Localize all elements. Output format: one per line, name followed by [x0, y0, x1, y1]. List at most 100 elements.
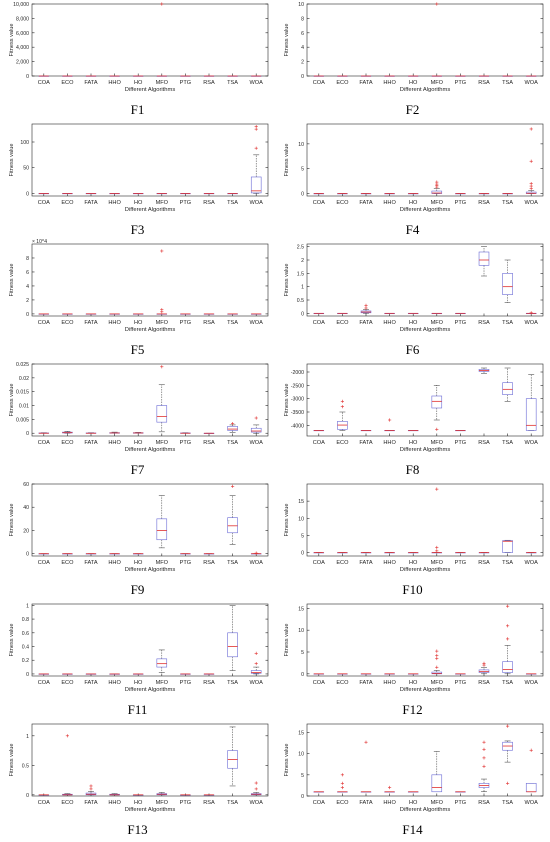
box-mfo	[431, 751, 443, 793]
x-tick-label: FATA	[359, 800, 372, 806]
outlier-marker	[506, 781, 510, 785]
box-mfo	[156, 495, 168, 549]
x-axis-label: Different Algorithms	[125, 807, 176, 813]
x-tick-label: HHO	[383, 80, 396, 86]
x-tick-label: HHO	[108, 440, 121, 446]
box-tsa	[502, 604, 513, 675]
x-tick-label: ECO	[61, 680, 74, 686]
x-tick-label: MFO	[156, 200, 169, 206]
panel-caption: F6	[405, 342, 420, 357]
y-tick-label: 2,000	[16, 60, 29, 66]
x-tick-label: WOA	[525, 560, 539, 566]
y-tick-label: 0	[26, 74, 29, 80]
x-tick-label: MFO	[431, 800, 444, 806]
x-tick-label: RSA	[203, 800, 215, 806]
y-tick-label: 0	[26, 191, 29, 197]
chart-panel-f11: 0 0.2 0.4 0.6 0.8 1 Fitness value COA ECO FATA HHO…	[0, 600, 275, 720]
outlier-marker	[482, 747, 486, 752]
iqr-box	[431, 671, 443, 675]
x-tick-label: FATA	[84, 800, 97, 806]
outlier-marker	[65, 734, 69, 738]
x-tick-label: PTG	[180, 80, 192, 86]
y-tick-label: 8	[26, 256, 29, 262]
x-axis-label: Different Algorithms	[400, 87, 451, 93]
x-tick-label: MFO	[156, 440, 169, 446]
y-tick-label: 10	[298, 628, 304, 634]
x-tick-label: FATA	[84, 320, 97, 326]
box-hho	[384, 418, 395, 432]
x-tick-label: WOA	[525, 440, 539, 446]
x-tick-label: MFO	[431, 440, 444, 446]
box-woa	[250, 651, 262, 675]
outlier-marker	[254, 551, 258, 555]
iqr-box	[502, 661, 513, 673]
plot-frame	[31, 603, 269, 677]
box-hho	[109, 431, 120, 434]
y-axis-label: Fitness value	[284, 24, 290, 57]
x-tick-label: MFO	[156, 80, 169, 86]
x-tick-label: PTG	[455, 320, 467, 326]
plot-frame	[306, 3, 544, 77]
y-tick-label: 1	[301, 285, 304, 291]
y-tick-label: 0	[26, 431, 29, 437]
chart-panel-f12: 0 5 10 15 Fitness value COA ECO FATA HHO HO MFO PTG…	[275, 600, 550, 720]
outlier-marker	[506, 604, 510, 608]
outlier-marker	[435, 653, 439, 658]
x-tick-label: HO	[409, 200, 418, 206]
y-tick-label: 4,000	[16, 45, 29, 51]
outlier-marker	[388, 785, 392, 790]
x-tick-label: FATA	[84, 680, 97, 686]
outlier-marker	[364, 306, 368, 310]
x-tick-label: FATA	[84, 200, 97, 206]
x-tick-label: TSA	[227, 800, 238, 806]
iqr-box	[525, 398, 537, 431]
plot-frame	[306, 123, 544, 197]
x-tick-label: HO	[134, 320, 143, 326]
x-tick-label: WOA	[525, 200, 539, 206]
box-hho	[384, 785, 395, 793]
x-tick-label: HO	[134, 560, 143, 566]
box-eco	[337, 773, 348, 793]
box-woa	[250, 416, 262, 434]
box-woa	[250, 124, 262, 194]
x-tick-label: TSA	[227, 80, 238, 86]
x-tick-label: FATA	[84, 80, 97, 86]
plot-frame	[31, 243, 269, 317]
x-tick-label: RSA	[203, 560, 215, 566]
x-tick-label: HO	[134, 80, 143, 86]
x-tick-label: WOA	[250, 200, 264, 206]
y-tick-label: 0	[301, 192, 304, 198]
x-tick-label: COA	[313, 440, 325, 446]
x-tick-label: TSA	[502, 320, 513, 326]
box-plot-f5: 0 2 4 6 8 × 10^4 Fitness value COA ECO FATA HHO HO M…	[9, 239, 269, 333]
box-woa	[525, 311, 537, 315]
chart-panel-f6: 0 0.5 1 1.5 2 2.5 Fitness value COA ECO FATA HHO HO…	[275, 240, 550, 360]
chart-panel-f4: 0 5 10 Fitness value COA ECO FATA HHO HO MFO PTG RS…	[275, 120, 550, 240]
chart-panel-f3: 0 50 100 Fitness value COA ECO FATA HHO HO MFO PTG…	[0, 120, 275, 240]
outlier-marker	[482, 764, 486, 768]
outlier-marker	[340, 773, 344, 777]
y-axis-label: Fitness value	[9, 264, 15, 297]
panel-caption: F11	[127, 702, 148, 717]
box-tsa	[502, 259, 513, 303]
y-tick-label: 6	[26, 270, 29, 276]
y-tick-label: 20	[23, 528, 29, 534]
panel-caption: F4	[405, 222, 420, 237]
x-tick-label: WOA	[525, 320, 539, 326]
outlier-marker	[340, 785, 344, 790]
x-tick-label: ECO	[61, 560, 74, 566]
outlier-marker	[435, 487, 439, 491]
outlier-marker	[231, 484, 235, 488]
x-tick-label: PTG	[180, 320, 192, 326]
outlier-marker	[160, 2, 164, 6]
y-tick-label: 2	[301, 60, 304, 66]
x-tick-label: WOA	[250, 320, 264, 326]
outlier-marker	[364, 740, 368, 744]
x-tick-label: HHO	[383, 320, 396, 326]
y-tick-label: 1	[26, 734, 29, 740]
outlier-marker	[388, 418, 392, 422]
chart-panel-f1: 0 2,000 4,000 6,000 8,000 10,000 Fitness value…	[0, 0, 275, 120]
x-tick-label: WOA	[250, 800, 264, 806]
panel-caption: F10	[402, 582, 423, 597]
